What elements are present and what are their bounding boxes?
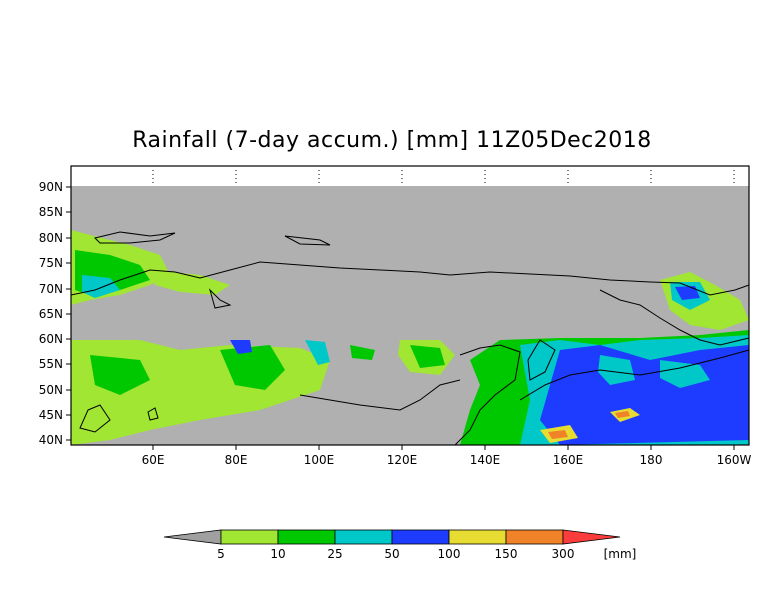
lat-label: 65N: [39, 307, 63, 321]
map-frame: [70, 165, 750, 446]
legend-label: 10: [270, 547, 285, 561]
latitude-axis: 90N 85N 80N 75N 70N 65N 60N 55N 50N 45N …: [39, 180, 71, 447]
legend-label: 5: [217, 547, 225, 561]
lat-label: 85N: [39, 205, 63, 219]
lat-label: 90N: [39, 180, 63, 194]
map-title: Rainfall (7-day accum.) [mm] 11Z05Dec201…: [132, 128, 652, 153]
legend-swatch: [220, 529, 279, 545]
color-legend: 5 10 25 50 100 150 300 [mm]: [163, 529, 637, 561]
longitude-axis: 60E 80E 100E 120E 140E 160E 180 160W: [142, 445, 752, 467]
legend-over-triangle: [562, 529, 621, 545]
lon-label: 80E: [225, 453, 248, 467]
lat-label: 50N: [39, 383, 63, 397]
legend-label: 300: [552, 547, 575, 561]
legend-swatch: [448, 529, 507, 545]
legend-swatch: [505, 529, 564, 545]
lon-label: 100E: [304, 453, 335, 467]
precip-field: [71, 230, 749, 445]
legend-swatch: [334, 529, 393, 545]
lon-label: 160W: [717, 453, 752, 467]
legend-under-triangle: [163, 529, 222, 545]
top-gridmarks: [152, 170, 735, 185]
legend-label: 150: [495, 547, 518, 561]
coastlines: [70, 231, 750, 446]
lat-label: 70N: [39, 282, 63, 296]
lon-label: 140E: [470, 453, 501, 467]
lon-label: 160E: [553, 453, 584, 467]
lon-label: 180: [640, 453, 663, 467]
lat-label: 40N: [39, 433, 63, 447]
lat-label: 60N: [39, 332, 63, 346]
lon-label: 120E: [387, 453, 418, 467]
lat-label: 45N: [39, 408, 63, 422]
legend-label: 50: [384, 547, 399, 561]
legend-swatch: [277, 529, 336, 545]
lon-label: 60E: [142, 453, 165, 467]
legend-swatch: [391, 529, 450, 545]
map-area: [70, 166, 750, 446]
legend-unit: [mm]: [604, 547, 637, 561]
lat-label: 55N: [39, 357, 63, 371]
lat-label: 80N: [39, 231, 63, 245]
legend-label: 25: [327, 547, 342, 561]
lat-label: 75N: [39, 256, 63, 270]
legend-label: 100: [438, 547, 461, 561]
